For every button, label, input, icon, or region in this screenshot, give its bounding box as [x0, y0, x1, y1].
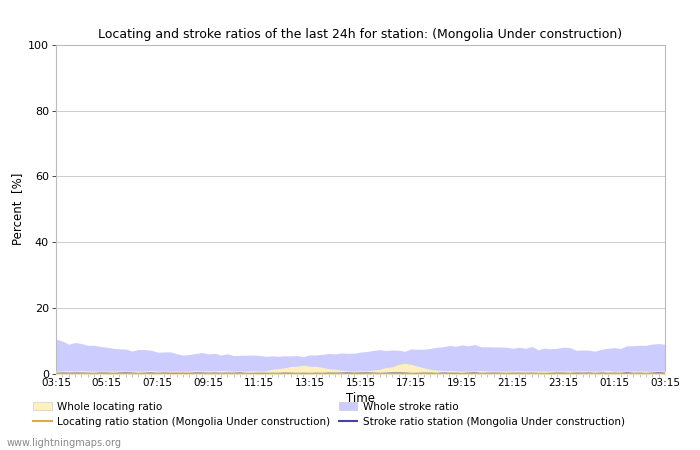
Title: Locating and stroke ratios of the last 24h for station: (Mongolia Under construc: Locating and stroke ratios of the last 2… — [99, 28, 622, 41]
Text: www.lightningmaps.org: www.lightningmaps.org — [7, 438, 122, 448]
Legend: Whole locating ratio, Locating ratio station (Mongolia Under construction), Whol: Whole locating ratio, Locating ratio sta… — [34, 401, 624, 427]
Y-axis label: Percent  [%]: Percent [%] — [11, 173, 24, 245]
X-axis label: Time: Time — [346, 392, 375, 405]
